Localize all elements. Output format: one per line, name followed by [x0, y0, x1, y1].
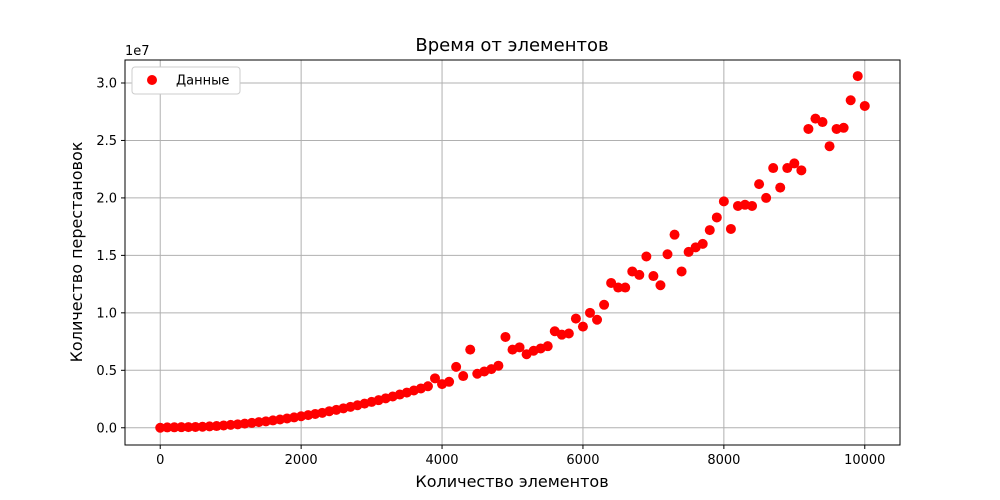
data-point: [570, 313, 581, 324]
data-point: [775, 182, 786, 193]
data-point: [592, 314, 603, 325]
data-point: [655, 280, 666, 291]
data-point: [697, 238, 708, 249]
y-tick-label: 0.0: [96, 421, 117, 436]
data-point: [704, 225, 715, 236]
data-point: [789, 158, 800, 169]
data-point: [817, 117, 828, 128]
data-point: [422, 381, 433, 392]
x-axis-ticks: 0 2000 4000 6000 8000 10000: [156, 445, 885, 468]
data-point: [162, 422, 173, 433]
x-tick-label: 0: [156, 453, 164, 468]
data-point: [838, 122, 849, 133]
y-scale-offset-label: 1e7: [125, 44, 150, 59]
data-point: [634, 269, 645, 280]
data-point: [676, 266, 687, 277]
legend-label: Данные: [176, 74, 229, 89]
data-point: [725, 223, 736, 234]
plot-area-frame: [124, 59, 901, 446]
y-tick-label: 1.0: [96, 306, 117, 321]
y-axis-title: Количество перестановок: [67, 141, 86, 362]
data-point: [782, 163, 793, 174]
data-point: [563, 328, 574, 339]
data-point: [606, 277, 617, 288]
data-point: [500, 331, 511, 342]
data-point: [803, 123, 814, 134]
data-point: [641, 251, 652, 262]
data-point: [711, 212, 722, 223]
data-point: [176, 422, 187, 433]
data-point: [754, 179, 765, 190]
y-tick-label: 2.0: [96, 191, 117, 206]
data-point: [620, 282, 631, 293]
data-point: [662, 249, 673, 260]
data-point: [169, 422, 180, 433]
y-tick-label: 2.5: [96, 134, 117, 149]
x-tick-label: 8000: [707, 453, 740, 468]
data-point: [430, 373, 440, 384]
data-point: [796, 165, 807, 176]
legend-box: [131, 66, 241, 95]
data-point: [669, 229, 680, 240]
data-point: [465, 344, 476, 355]
data-point: [514, 342, 525, 353]
data-point: [845, 95, 856, 106]
data-point: [197, 421, 208, 432]
data-point: [190, 421, 201, 432]
data-point: [852, 71, 863, 82]
x-tick-label: 6000: [566, 453, 599, 468]
data-point: [747, 200, 758, 211]
x-tick-label: 4000: [425, 453, 458, 468]
data-point: [613, 282, 624, 293]
data-point: [768, 163, 779, 174]
data-point: [155, 422, 166, 433]
data-point: [444, 376, 455, 387]
y-tick-label: 3.0: [96, 76, 117, 91]
data-point: [718, 196, 729, 207]
data-point: [577, 321, 588, 332]
grid: [125, 60, 900, 445]
chart-title: Время от элементов: [415, 35, 608, 56]
legend-marker: [147, 75, 157, 85]
data-point: [859, 100, 870, 111]
y-tick-label: 0.5: [96, 364, 117, 379]
data-point: [542, 341, 553, 352]
data-point: [683, 246, 694, 257]
data-point: [204, 421, 215, 432]
y-axis-ticks: 0.0 0.5 1.0 1.5 2.0 2.5 3.0: [96, 76, 125, 436]
data-points: [155, 71, 870, 433]
y-tick-label: 1.5: [96, 249, 117, 264]
data-point: [458, 371, 469, 382]
data-point: [648, 271, 659, 282]
data-point: [493, 360, 504, 371]
legend: Данные: [131, 66, 241, 95]
data-point: [824, 141, 835, 152]
x-tick-label: 2000: [285, 453, 318, 468]
data-point: [183, 422, 194, 433]
data-point: [585, 307, 595, 318]
data-point: [761, 192, 772, 203]
data-point: [451, 361, 462, 372]
x-axis-title: Количество элементов: [415, 472, 608, 491]
data-point: [599, 299, 610, 310]
x-tick-label: 10000: [844, 453, 885, 468]
